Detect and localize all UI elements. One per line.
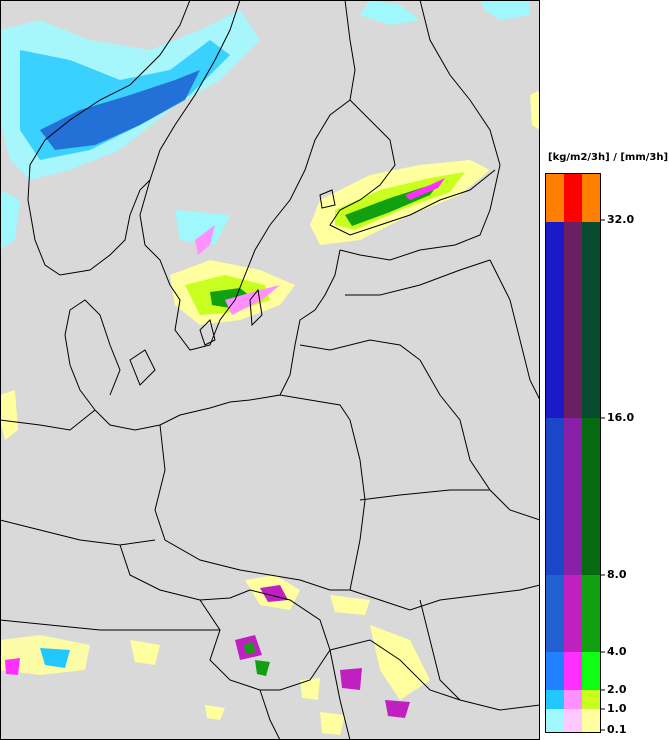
legend-swatch [564, 690, 582, 709]
legend-tick-label: 1.0 [607, 702, 627, 715]
legend-swatch [582, 690, 600, 709]
legend-tick-label: 2.0 [607, 683, 627, 696]
legend-swatch [564, 575, 582, 652]
legend-swatch [564, 709, 582, 732]
legend-swatch [582, 652, 600, 690]
precip-rain-baltic [0, 160, 490, 440]
legend-frame [545, 173, 601, 733]
legend-tick-label: 4.0 [607, 645, 627, 658]
legend-swatch [546, 690, 564, 709]
legend-swatch [546, 575, 564, 652]
legend-swatch [546, 709, 564, 732]
legend-swatch [546, 222, 564, 418]
legend-tick-label: 16.0 [607, 411, 635, 424]
legend-swatch [582, 575, 600, 652]
legend-swatch [546, 652, 564, 690]
legend-swatch [564, 418, 582, 575]
precipitation-map [0, 0, 540, 740]
legend-swatch [582, 709, 600, 732]
legend-swatch [582, 174, 600, 222]
legend-swatch [582, 222, 600, 418]
legend-swatch [564, 652, 582, 690]
legend-swatch [582, 418, 600, 575]
legend-tick-label: 0.1 [607, 723, 627, 736]
precip-snow-norway [0, 0, 540, 250]
legend-swatch [546, 418, 564, 575]
legend-swatch [564, 222, 582, 418]
legend-tick-label: 32.0 [607, 213, 635, 226]
country-borders [0, 0, 540, 740]
legend-tick-label: 8.0 [607, 568, 627, 581]
legend-swatch [546, 174, 564, 222]
legend-swatch [564, 174, 582, 222]
legend-unit-label: [kg/m2/3h] / [mm/3h] [548, 152, 669, 163]
